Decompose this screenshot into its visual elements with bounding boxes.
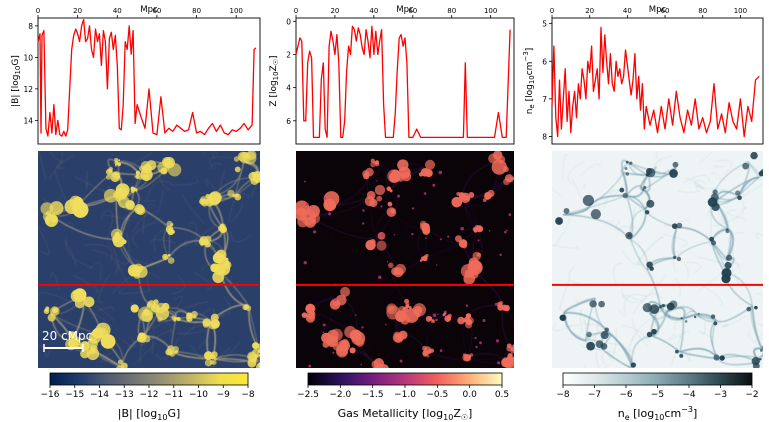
x-tick-label: 100	[484, 7, 497, 15]
y-tick-label: 7	[542, 95, 547, 104]
x-tick-label: 80	[698, 7, 707, 15]
x-tick-label: 20	[585, 7, 594, 15]
profile-line	[37, 18, 257, 137]
colorbar-tick-label: −1.5	[362, 390, 384, 400]
clusters	[555, 151, 763, 368]
colorbar-tick-label: −7	[588, 390, 601, 400]
x-axis-label: Mpc	[396, 5, 414, 15]
x-tick-label: 20	[330, 7, 339, 15]
colorbar-tick-label: −6	[619, 390, 633, 400]
colorbar-2: −2.5 −2.0 −1.5 −1.0 −0.5 0.0 0.5 Gas Metallicit…	[297, 372, 509, 422]
colorbar-tick-label: −9	[217, 390, 231, 400]
x-tick-label: 0	[294, 7, 298, 15]
colorbar-tick-label: −0.5	[426, 390, 448, 400]
colorbar-tick-label: −3	[714, 390, 727, 400]
x-tick-label: 80	[447, 7, 456, 15]
scale-bar: 20 cMpc	[42, 329, 92, 352]
x-tick-label: 40	[113, 7, 122, 15]
y-tick-label: 6	[542, 57, 547, 66]
colorbar-tick-label: −4	[682, 390, 696, 400]
x-tick-label: 60	[152, 7, 161, 15]
colorbar-tick-label: −10	[189, 390, 208, 400]
clusters	[40, 151, 260, 368]
colorbar-gradient	[307, 372, 503, 386]
colorbar-tick-label: −5	[651, 390, 664, 400]
y-tick-label: 4	[286, 84, 291, 93]
x-tick-label: 60	[661, 7, 670, 15]
colorbar-tick-label: −8	[241, 390, 255, 400]
x-axis-label: Mpc	[649, 5, 667, 15]
y-tick-label: 2	[286, 50, 291, 59]
clusters	[296, 151, 514, 368]
profile-line	[295, 25, 511, 139]
x-tick-label: 40	[369, 7, 378, 15]
magnetic-field-profile-panel: 0 20 40 60 80 100 Mpc 8 10 12 14|B| [log10G]	[11, 5, 261, 145]
colorbar-tick-label: −2.5	[297, 390, 319, 400]
y-tick-label: 10	[23, 53, 33, 62]
colorbar-label: ne [log10cm−3]	[618, 405, 698, 422]
scale-bar-label: 20 cMpc	[42, 329, 92, 343]
colorbar-gradient	[49, 372, 249, 386]
colorbar-tick-label: 0.0	[463, 390, 478, 400]
plot-frame	[551, 17, 764, 145]
x-tick-label: 20	[73, 7, 82, 15]
colorbar-1: −16 −15 −14 −13 −12 −11 −10 −9 −8 |B| [log10G]	[41, 372, 255, 422]
y-tick-label: 6	[286, 117, 291, 126]
y-tick-label: 8	[28, 22, 33, 31]
colorbar-label: |B| [log10G]	[118, 407, 181, 422]
y-tick-label: 12	[23, 85, 33, 94]
x-axis-label: Mpc	[140, 5, 158, 15]
colorbar-tick-label: −12	[140, 390, 159, 400]
electron-density-profile-panel: 0 20 40 60 80 100 Mpc 5 6 7 8 ne [log10cm−3]	[522, 5, 764, 145]
colorbar-tick-label: −8	[556, 390, 570, 400]
y-axis-label: Z [log10Z☉]	[269, 55, 280, 106]
colorbar-tick-label: −14	[90, 390, 109, 400]
colorbar-gradient	[562, 372, 753, 386]
x-tick-label: 100	[734, 7, 747, 15]
magnetic-field-map	[38, 151, 260, 368]
colorbar-tick-label: −1.0	[394, 390, 416, 400]
metallicity-map	[296, 151, 514, 368]
x-tick-label: 0	[550, 7, 554, 15]
y-tick-label: 5	[542, 20, 547, 29]
y-tick-label: 8	[542, 132, 547, 141]
y-axis-label: ne [log10cm−3]	[522, 48, 536, 115]
colorbar-tick-label: −11	[164, 390, 183, 400]
y-axis-label: |B| [log10G]	[11, 55, 22, 107]
colorbar-3: −8 −7 −6 −5 −4 −3 −2 ne [log10cm−3]	[556, 372, 759, 422]
profile-line	[551, 26, 760, 138]
x-tick-label: 0	[36, 7, 40, 15]
x-tick-label: 40	[623, 7, 632, 15]
metallicity-profile-panel: 0 20 40 60 80 100 Mpc 0 2 4 6 Z [log10Z☉]	[269, 5, 515, 145]
colorbar-label: Gas Metallicity [log10Z☉]	[338, 407, 473, 422]
colorbar-tick-label: −2.0	[329, 390, 351, 400]
electron-density-map	[552, 151, 763, 368]
y-tick-label: 14	[23, 116, 33, 125]
x-tick-label: 100	[230, 7, 243, 15]
x-tick-label: 80	[192, 7, 201, 15]
colorbar-tick-label: −13	[115, 390, 134, 400]
colorbar-tick-label: −16	[41, 390, 60, 400]
colorbar-tick-label: 0.5	[495, 390, 509, 400]
plot-frame	[37, 17, 261, 145]
colorbar-tick-label: −2	[745, 390, 758, 400]
y-tick-label: 0	[286, 17, 291, 26]
x-tick-label: 60	[408, 7, 417, 15]
plot-frame	[295, 17, 515, 145]
colorbar-tick-label: −15	[65, 390, 84, 400]
